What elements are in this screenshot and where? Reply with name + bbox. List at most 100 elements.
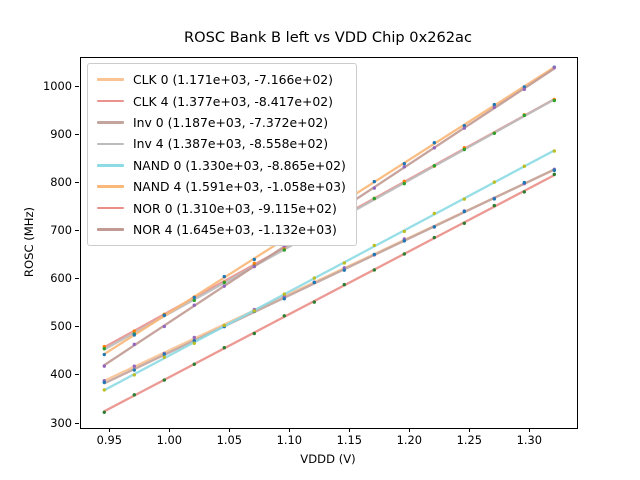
data-point-nand-4 [132, 333, 136, 337]
data-point-clk-4 [252, 261, 256, 266]
data-point-nor-4 [492, 105, 497, 110]
legend-entry: CLK 4 (1.377e+03, -8.417e+02) [97, 90, 346, 111]
legend-entry: NAND 4 (1.591e+03, -1.058e+03) [97, 176, 346, 197]
chart-title: ROSC Bank B left vs VDD Chip 0x262ac [183, 29, 473, 46]
data-point-nor-0 [522, 190, 527, 194]
data-point-nand-0 [132, 373, 136, 377]
data-point-clk-4 [402, 179, 407, 183]
y-tick-label: 900 [50, 127, 72, 142]
x-tick-mark [408, 428, 410, 432]
data-point-nor-4 [432, 146, 437, 150]
data-point-nand-4 [162, 313, 166, 318]
data-point-clk-0 [132, 364, 136, 368]
data-point-inv-4 [552, 98, 557, 103]
fit-line-nand-0 [103, 149, 556, 392]
y-tick-mark [75, 230, 79, 232]
data-point-inv-0 [402, 239, 407, 243]
x-axis-label: VDDD (V) [300, 452, 356, 466]
y-tick-mark [75, 86, 79, 87]
data-point-nand-0 [222, 323, 226, 328]
data-point-nand-4 [492, 102, 497, 107]
data-point-clk-0 [192, 335, 196, 340]
data-point-nand-4 [372, 179, 377, 184]
y-tick-mark [75, 422, 79, 424]
data-point-nand-0 [402, 229, 407, 234]
data-point-nor-0 [312, 300, 316, 304]
legend-line-swatch [97, 185, 124, 188]
data-point-inv-4 [372, 196, 377, 201]
data-point-nand-0 [252, 309, 256, 313]
data-point-inv-0 [342, 268, 347, 272]
data-point-inv-4 [282, 248, 286, 252]
data-point-nor-0 [222, 346, 226, 350]
legend-entry: CLK 0 (1.171e+03, -7.166e+02) [97, 69, 346, 90]
legend-label: Inv 0 (1.187e+03, -7.372e+02) [133, 114, 329, 130]
data-point-nand-0 [312, 276, 316, 280]
y-tick-label: 600 [50, 271, 72, 286]
data-point-nor-0 [132, 393, 136, 397]
x-tick-label: 1.15 [336, 433, 362, 447]
x-tick-label: 0.95 [96, 433, 122, 447]
data-point-clk-0 [342, 266, 347, 270]
data-point-inv-4 [522, 113, 527, 118]
data-point-nor-4 [462, 126, 467, 130]
x-tick-mark [288, 428, 290, 432]
x-tick-label: 1.30 [516, 433, 542, 447]
legend-line-swatch [97, 163, 124, 167]
data-point-inv-0 [132, 368, 136, 372]
data-point-inv-4 [102, 346, 106, 351]
legend-label: NAND 0 (1.330e+03, -8.865e+02) [133, 157, 346, 173]
plot-area [80, 57, 578, 429]
fit-line-nor-0 [103, 173, 556, 413]
data-point-nor-0 [402, 252, 407, 256]
data-point-nor-0 [342, 282, 347, 287]
data-point-nor-4 [552, 65, 557, 70]
fit-line-inv-0 [103, 168, 556, 385]
data-point-nand-0 [102, 388, 106, 392]
data-point-inv-4 [402, 181, 407, 186]
legend-line-swatch [97, 206, 124, 210]
legend-entry: NAND 0 (1.330e+03, -8.865e+02) [97, 155, 346, 176]
data-point-nand-0 [432, 211, 437, 216]
y-tick-mark [75, 182, 79, 184]
data-point-inv-0 [282, 297, 286, 301]
data-point-nor-4 [372, 186, 377, 190]
data-point-nor-0 [282, 314, 286, 318]
data-point-nor-4 [132, 342, 136, 346]
data-point-nand-0 [552, 149, 557, 153]
data-point-nor-4 [192, 303, 196, 307]
y-tick-label: 500 [50, 319, 72, 334]
data-point-nand-4 [462, 123, 467, 128]
data-point-nor-4 [402, 165, 407, 169]
legend-entry: NOR 0 (1.310e+03, -9.115e+02) [97, 197, 346, 218]
data-point-nand-4 [522, 85, 527, 89]
data-point-clk-4 [132, 329, 136, 333]
data-point-inv-0 [462, 209, 467, 214]
x-tick-label: 1.25 [456, 433, 482, 447]
legend-box: CLK 0 (1.171e+03, -7.166e+02) CLK 4 (1.37… [87, 63, 357, 247]
legend-line-swatch [97, 142, 124, 146]
x-tick-label: 1.20 [396, 433, 422, 447]
x-tick-mark [468, 428, 470, 432]
y-tick-label: 700 [50, 223, 72, 238]
x-tick-label: 1.05 [216, 433, 242, 447]
legend-label: Inv 4 (1.387e+03, -8.558e+02) [133, 136, 329, 152]
data-point-inv-0 [312, 280, 316, 285]
y-tick-label: 300 [50, 415, 72, 430]
data-point-nor-0 [162, 378, 166, 382]
data-point-nor-0 [552, 172, 557, 177]
y-tick-mark [75, 374, 79, 376]
y-tick-label: 400 [50, 367, 72, 382]
data-point-nor-4 [252, 264, 256, 269]
data-point-nor-0 [462, 221, 467, 225]
legend-entry: Inv 4 (1.387e+03, -8.558e+02) [97, 133, 346, 154]
data-point-nor-0 [192, 362, 196, 366]
data-point-nand-4 [192, 295, 196, 300]
data-point-nor-0 [492, 203, 497, 208]
data-point-nand-0 [372, 243, 377, 248]
y-tick-label: 800 [50, 175, 72, 190]
legend-entry: Inv 0 (1.187e+03, -7.372e+02) [97, 112, 346, 133]
y-tick-mark [75, 278, 79, 280]
data-point-nand-0 [462, 197, 467, 201]
